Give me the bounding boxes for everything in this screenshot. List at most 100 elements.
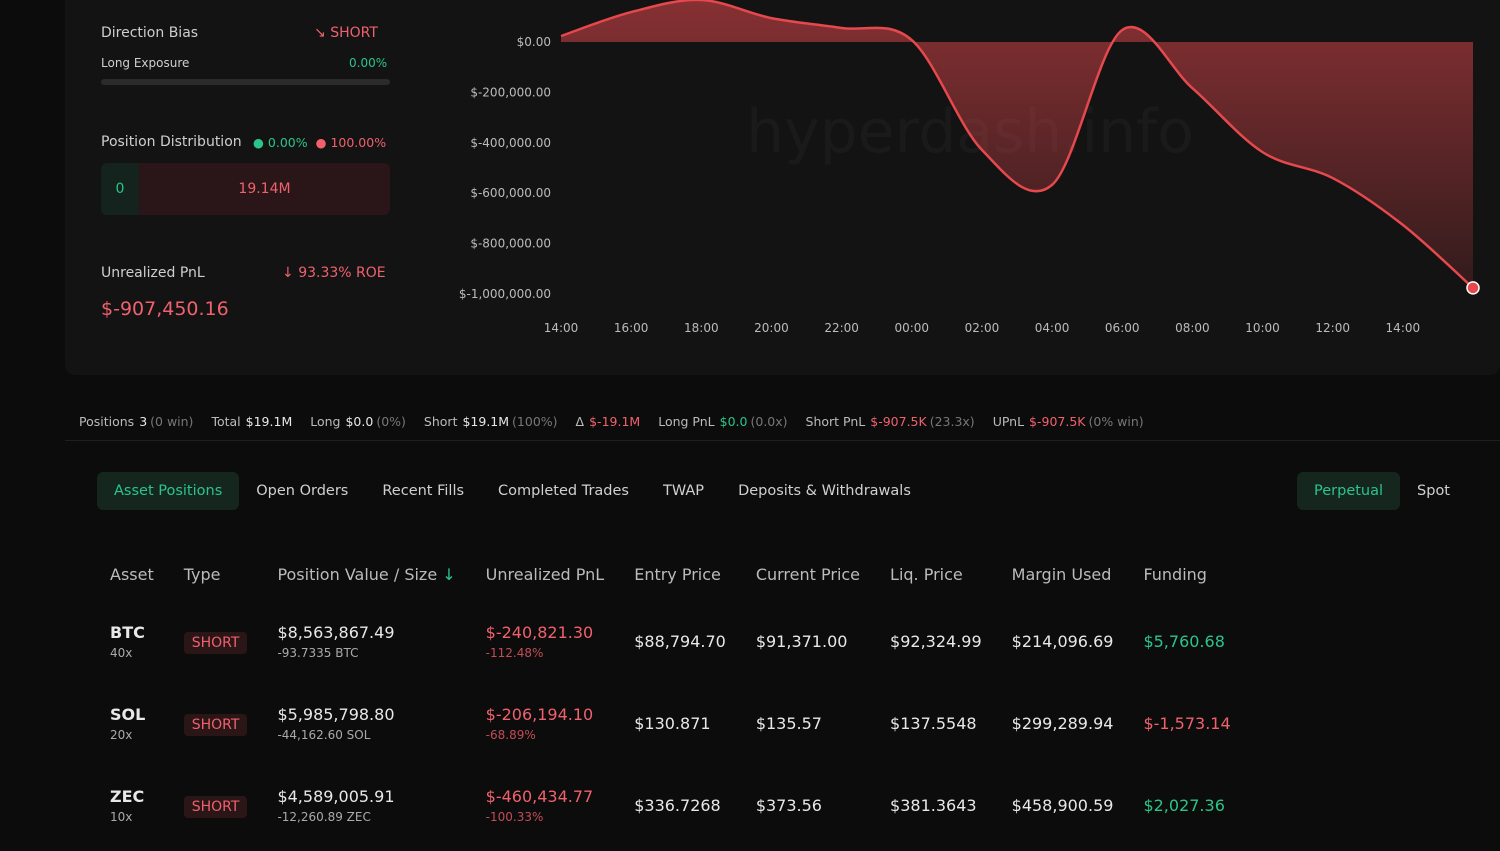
stat: Total $19.1M: [211, 414, 292, 429]
stat-label: Positions: [79, 414, 135, 429]
stat-value: $-907.5K: [870, 414, 927, 429]
stat: Long $0.0 (0%): [310, 414, 406, 429]
x-tick-label: 22:00: [824, 321, 859, 335]
toggle-option[interactable]: Perpetual: [1297, 472, 1401, 510]
cell-value: $-206,194.10: [485, 704, 594, 724]
bias: ↘ SHORT: [314, 25, 378, 41]
cell-value: $91,371.00: [755, 631, 848, 651]
cell: $381.3643: [875, 764, 997, 846]
cell-value: $373.56: [755, 795, 822, 815]
label: Long Exposure: [101, 56, 190, 70]
toggle-option[interactable]: Spot: [1417, 483, 1450, 499]
x-tick-label: 04:00: [1035, 321, 1070, 335]
line: [560, 0, 1474, 289]
cell-value: SOL: [110, 704, 146, 724]
cell-sub: -44,162.60 SOL: [277, 727, 371, 742]
cell: $130.871: [619, 682, 741, 764]
cell-value: $214,096.69: [1011, 631, 1114, 651]
stat-label: Long PnL: [658, 414, 715, 429]
y-tick-label: $0.00: [517, 35, 551, 49]
x-tick-label: 20:00: [754, 321, 789, 335]
stat-label: UPnL: [992, 414, 1025, 429]
cell-value: $-1,573.14: [1143, 713, 1231, 733]
tab[interactable]: Recent Fills: [382, 483, 465, 499]
chart: hyperdash.info $0.00$-200,000.00$-400,00…: [459, 0, 1480, 335]
cell-value: $137.5548: [890, 713, 977, 733]
cell-value: $130.871: [634, 713, 711, 733]
tab[interactable]: Open Orders: [256, 483, 349, 499]
cell-sub: -93.7335 BTC: [277, 645, 359, 660]
cell-value: $135.57: [755, 713, 822, 733]
exposure-bar: [101, 79, 390, 85]
cell-value: $4,589,005.91: [277, 786, 395, 806]
cell: $88,794.70: [619, 600, 741, 682]
stat-sub: (0% win): [1088, 414, 1144, 429]
column-header[interactable]: Liq. Price: [890, 564, 963, 584]
column-header[interactable]: Unrealized PnL: [485, 564, 605, 584]
bias-value: SHORT: [330, 25, 378, 41]
x-tick-label: 10:00: [1245, 321, 1280, 335]
stats-bar: Positions 3 (0 win) Total $19.1M Long $0.0 (0%)…: [79, 414, 1144, 429]
label: Direction Bias: [101, 25, 199, 41]
tab[interactable]: Asset Positions: [97, 472, 240, 510]
cell-value: $5,985,798.80: [277, 704, 395, 724]
cell-value: ZEC: [110, 786, 145, 806]
value: 0.00%: [349, 56, 388, 70]
tab[interactable]: Completed Trades: [498, 483, 629, 499]
cell-value: $5,760.68: [1143, 631, 1225, 651]
cell-sub: 10x: [110, 809, 133, 824]
row: BTC 40x SHORT $8,563,867.49 -93.7335 BTC $-24…: [95, 600, 1246, 682]
cell: SOL 20x: [95, 682, 169, 764]
y-tick-label: $-200,000.00: [470, 85, 551, 99]
stat: UPnL $-907.5K (0% win): [993, 414, 1144, 429]
short-segment: 19.14M: [139, 163, 390, 215]
cell: $373.56: [741, 764, 875, 846]
x-tick-label: 02:00: [965, 321, 1000, 335]
stat-sub: (23.3x): [929, 414, 975, 429]
cell-value: $381.3643: [890, 795, 977, 815]
x-tick-label: 16:00: [614, 321, 649, 335]
stat: Δ $-19.1M: [576, 414, 641, 429]
stat-value: $-19.1M: [589, 414, 641, 429]
divider: [65, 440, 1500, 441]
stat-value: 3: [139, 414, 148, 429]
tab[interactable]: TWAP: [662, 483, 705, 499]
cell: ZEC 10x: [95, 764, 169, 846]
cell: SHORT: [169, 764, 263, 846]
column-header[interactable]: Entry Price: [634, 564, 721, 584]
column-header[interactable]: Funding: [1143, 564, 1207, 584]
cell: $-240,821.30 -112.48%: [471, 600, 620, 682]
label: Unrealized PnL: [101, 265, 205, 281]
long-segment: 0: [101, 163, 139, 215]
cell-sub: 20x: [110, 727, 133, 742]
header-row: Asset Type Position Value / Size ↓ Unrealiz…: [95, 548, 1246, 600]
stat-label: Short: [423, 414, 458, 429]
column-header[interactable]: Position Value / Size ↓: [277, 564, 456, 584]
cell: $2,027.36: [1128, 764, 1245, 846]
cell: $91,371.00: [741, 600, 875, 682]
cell-value: BTC: [110, 622, 145, 642]
stat-sub: (0 win): [150, 414, 194, 429]
column-header[interactable]: Current Price: [755, 564, 861, 584]
value: 100.00%: [330, 135, 387, 150]
stat-value: $-907.5K: [1029, 414, 1086, 429]
tab[interactable]: Deposits & Withdrawals: [738, 483, 911, 499]
column-header[interactable]: Asset: [110, 564, 154, 584]
cell: $135.57: [741, 682, 875, 764]
x-tick-label: 00:00: [894, 321, 929, 335]
x-tick-label: 14:00: [1386, 321, 1421, 335]
cell: $5,760.68: [1128, 600, 1245, 682]
column-header[interactable]: Type: [183, 564, 221, 584]
cell: $4,589,005.91 -12,260.89 ZEC: [262, 764, 470, 846]
cell-value: $8,563,867.49: [277, 622, 395, 642]
cell-sub: -100.33%: [485, 809, 544, 824]
cell: $-1,573.14: [1128, 682, 1245, 764]
column-header[interactable]: Margin Used: [1011, 564, 1112, 584]
cell-value: $299,289.94: [1011, 713, 1114, 733]
stat-sub: (0%): [376, 414, 406, 429]
cell-value: $88,794.70: [634, 631, 726, 651]
stat-value: $19.1M: [462, 414, 510, 429]
stat: Positions 3 (0 win): [79, 414, 193, 429]
row: ZEC 10x SHORT $4,589,005.91 -12,260.89 ZEC $-…: [95, 764, 1246, 846]
cell: $8,563,867.49 -93.7335 BTC: [262, 600, 470, 682]
